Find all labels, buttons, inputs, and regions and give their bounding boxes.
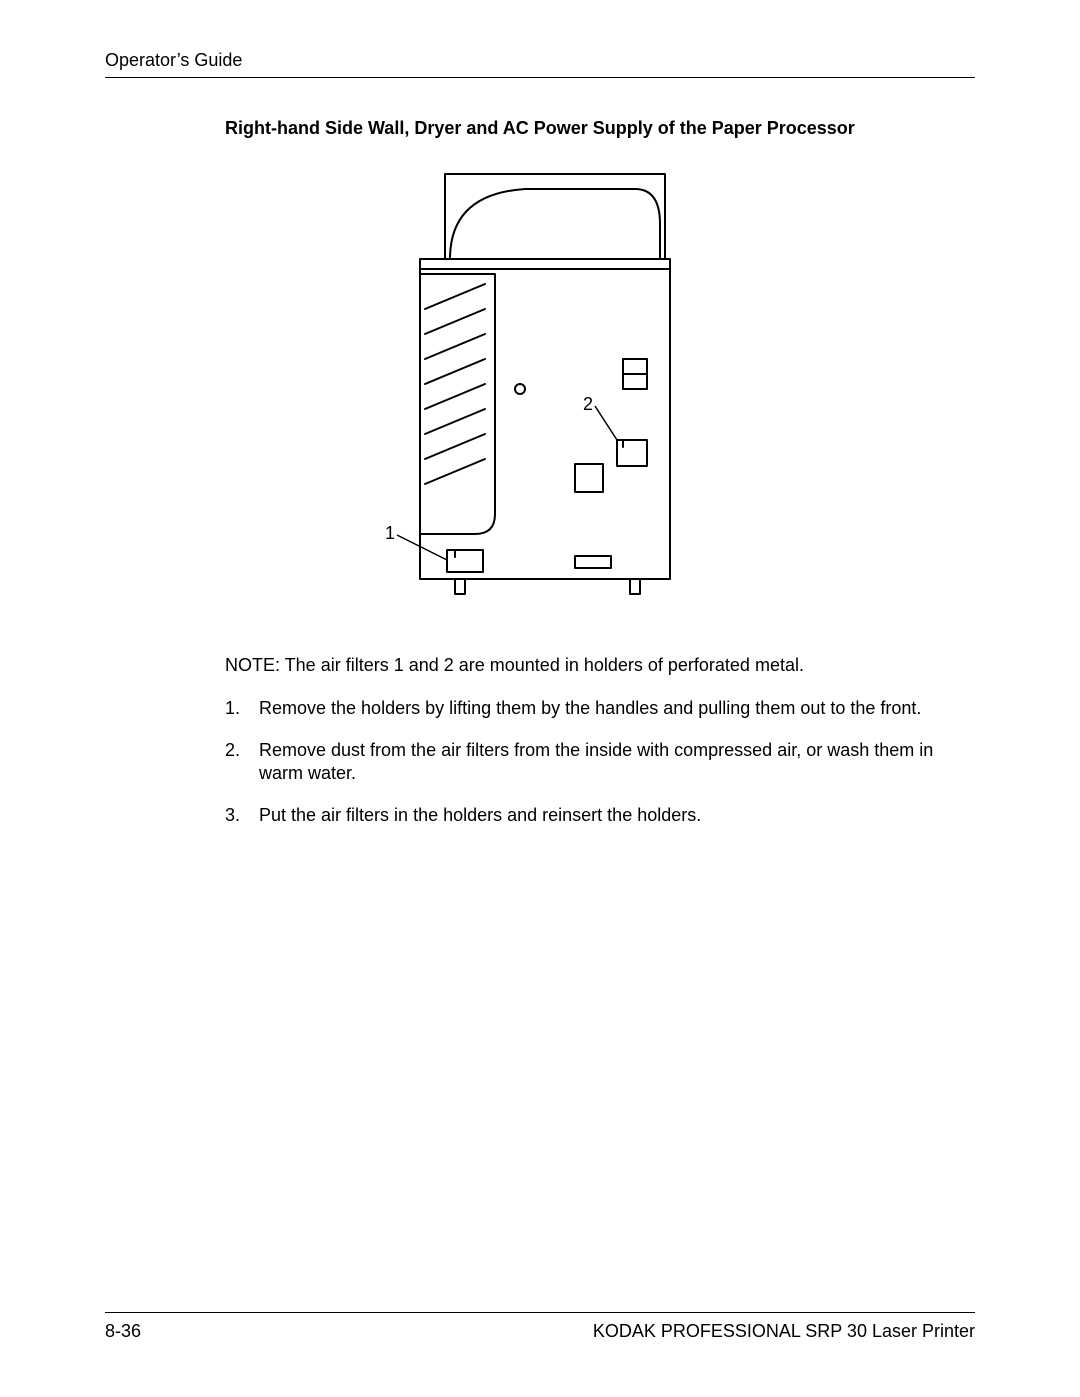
svg-text:2: 2 — [583, 394, 593, 414]
paper-processor-diagram: 12 — [365, 164, 715, 624]
product-name: KODAK PROFESSIONAL SRP 30 Laser Printer — [593, 1321, 975, 1342]
page-number: 8-36 — [105, 1321, 141, 1342]
step-number: 1. — [225, 697, 259, 720]
page-header: Operator’s Guide — [105, 50, 975, 78]
step-item: 1. Remove the holders by lifting them by… — [225, 697, 975, 720]
step-item: 3. Put the air filters in the holders an… — [225, 804, 975, 827]
header-title: Operator’s Guide — [105, 50, 242, 70]
steps-list: 1. Remove the holders by lifting them by… — [225, 697, 975, 827]
step-number: 2. — [225, 739, 259, 786]
step-text: Remove the holders by lifting them by th… — [259, 697, 975, 720]
step-number: 3. — [225, 804, 259, 827]
step-text: Put the air filters in the holders and r… — [259, 804, 975, 827]
page-content: Operator’s Guide Right-hand Side Wall, D… — [105, 50, 975, 845]
note-text: NOTE: The air filters 1 and 2 are mounte… — [225, 654, 975, 677]
step-text: Remove dust from the air filters from th… — [259, 739, 975, 786]
step-item: 2. Remove dust from the air filters from… — [225, 739, 975, 786]
svg-text:1: 1 — [385, 523, 395, 543]
page-footer: 8-36 KODAK PROFESSIONAL SRP 30 Laser Pri… — [105, 1312, 975, 1342]
section-title: Right-hand Side Wall, Dryer and AC Power… — [225, 118, 975, 139]
diagram-container: 12 — [105, 164, 975, 624]
